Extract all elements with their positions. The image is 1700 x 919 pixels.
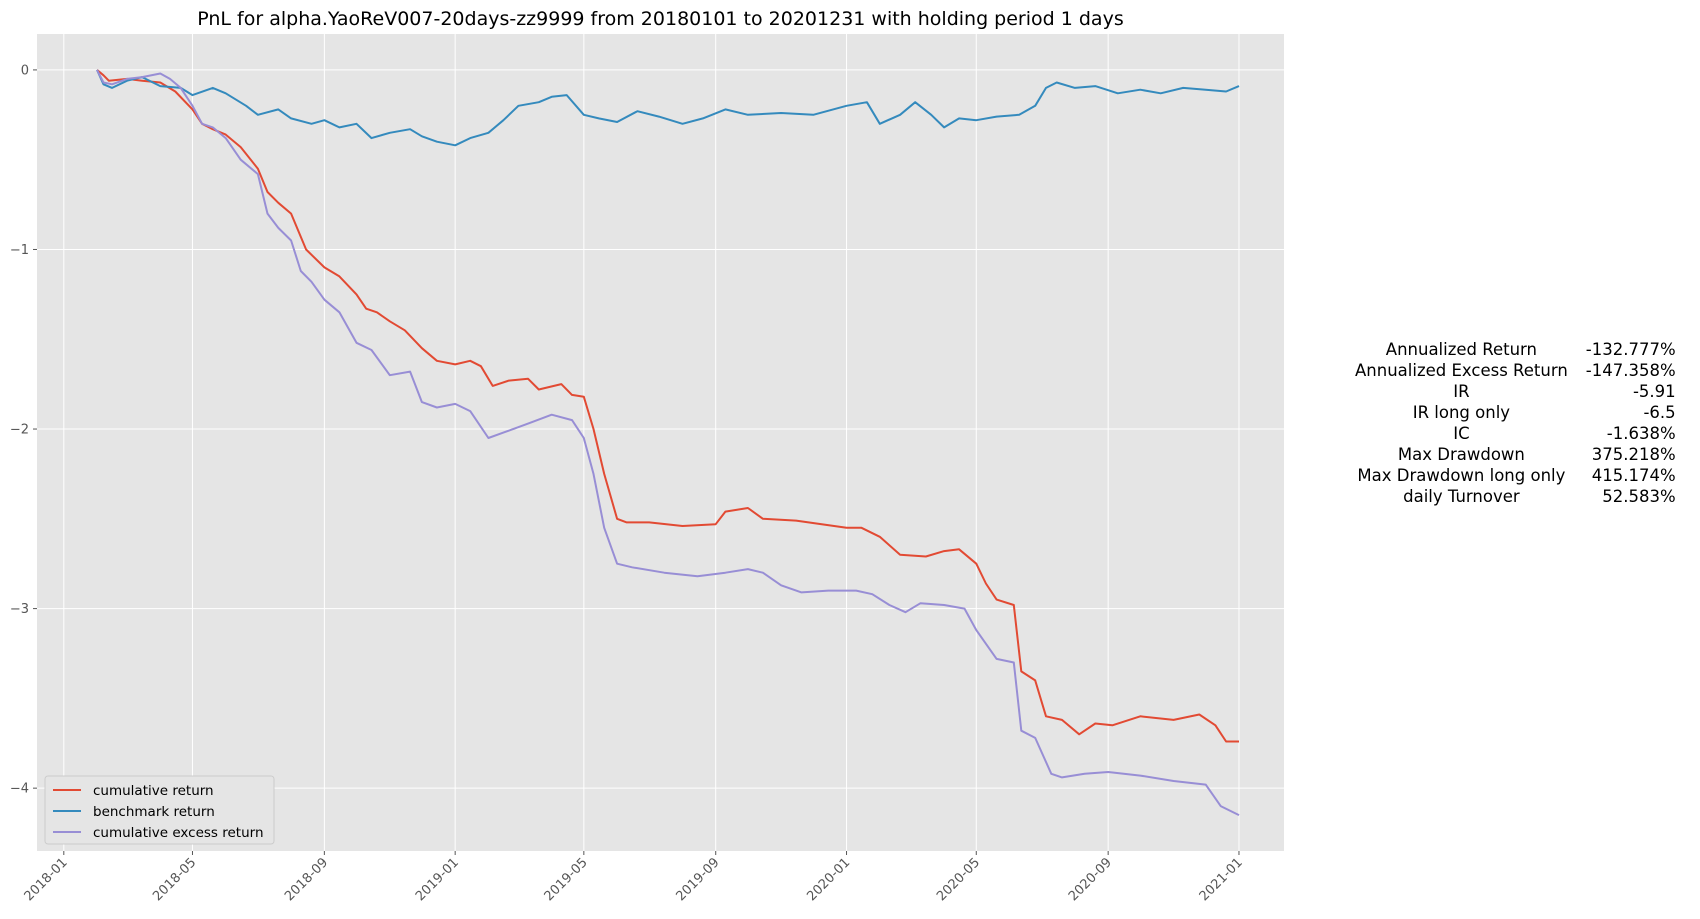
stat-name: IR long only: [1412, 403, 1511, 422]
stat-row: IR -5.91: [1355, 381, 1676, 402]
stat-name: Annualized Return: [1385, 340, 1538, 359]
legend-label: cumulative excess return: [93, 825, 264, 841]
series-lines: [96, 69, 1240, 816]
y-tick-label: −1: [10, 243, 29, 258]
x-tick-label: 2019-09: [674, 855, 723, 904]
stat-row: Annualized Excess Return -147.358%: [1355, 360, 1676, 381]
stat-row: IR long only -6.5: [1355, 402, 1676, 423]
stat-value: -132.777%: [1585, 340, 1676, 359]
x-tick-label: 2018-05: [150, 855, 199, 904]
stat-value: -1.638%: [1606, 424, 1676, 443]
y-tick-label: −2: [10, 423, 29, 438]
stat-value: -6.5: [1643, 403, 1676, 422]
x-tick-label: 2018-01: [22, 855, 71, 904]
x-tick-label: 2020-01: [804, 855, 853, 904]
stat-row: Annualized Return -132.777%: [1355, 339, 1676, 360]
stat-value: 375.218%: [1591, 445, 1676, 464]
stat-name: Max Drawdown: [1397, 445, 1525, 464]
stat-name: Max Drawdown long only: [1357, 466, 1566, 485]
stat-row: daily Turnover 52.583%: [1355, 486, 1676, 507]
legend: cumulative return benchmark return cumulat…: [44, 775, 275, 845]
x-tick-label: 2018-09: [282, 855, 331, 904]
stat-value: -5.91: [1632, 382, 1676, 401]
y-tick-label: −4: [10, 782, 29, 797]
x-tick-label: 2020-09: [1066, 855, 1115, 904]
legend-label: cumulative return: [93, 783, 214, 799]
legend-label: benchmark return: [93, 804, 215, 820]
legend-box: [44, 775, 275, 845]
chart-title: PnL for alpha.YaoReV007-20days-zz9999 fr…: [197, 8, 1123, 30]
y-tick-label: 0: [21, 63, 29, 78]
plot-area: [37, 34, 1284, 851]
stat-row: Max Drawdown 375.218%: [1355, 444, 1676, 465]
stat-row: IC -1.638%: [1355, 423, 1676, 444]
x-tick-label: 2021-01: [1197, 855, 1246, 904]
stat-name: IR: [1453, 382, 1470, 401]
stat-row: Max Drawdown long only 415.174%: [1355, 465, 1676, 486]
series-line-cumulative-return: [96, 69, 1239, 743]
y-tick-label: −3: [10, 602, 29, 617]
series-line-cumulative-excess-return: [96, 69, 1240, 816]
stats-table: Annualized Return -132.777% Annualized Exc…: [1355, 339, 1676, 507]
stat-value: 415.174%: [1591, 466, 1676, 485]
stat-value: -147.358%: [1585, 361, 1676, 380]
stat-name: Annualized Excess Return: [1355, 361, 1568, 380]
x-tick-label: 2020-05: [934, 855, 983, 904]
grid-lines: [37, 34, 1284, 851]
stat-value: 52.583%: [1602, 487, 1676, 506]
stat-name: daily Turnover: [1403, 487, 1520, 506]
stat-name: IC: [1453, 424, 1470, 443]
series-line-benchmark-return: [96, 69, 1240, 147]
x-tick-label: 2019-01: [413, 855, 462, 904]
x-tick-label: 2019-05: [542, 855, 591, 904]
